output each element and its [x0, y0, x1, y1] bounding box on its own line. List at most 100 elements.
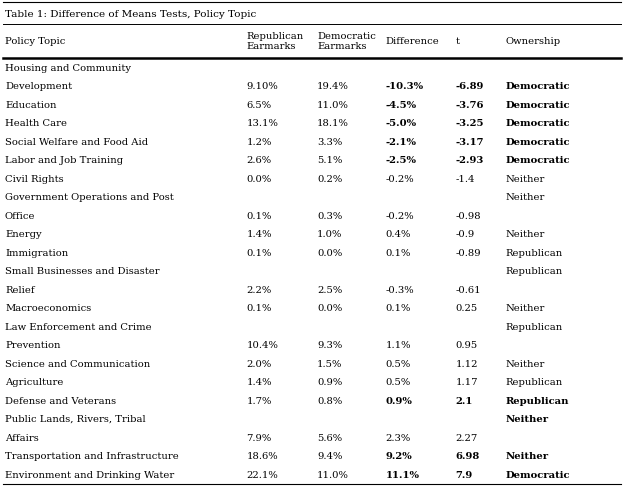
Text: 11.1%: 11.1%	[386, 470, 419, 480]
Text: 11.0%: 11.0%	[317, 470, 349, 480]
Text: Science and Communication: Science and Communication	[5, 360, 150, 368]
Text: 13.1%: 13.1%	[246, 119, 278, 128]
Text: 9.3%: 9.3%	[317, 341, 342, 350]
Text: -0.61: -0.61	[456, 286, 481, 295]
Text: Ownership: Ownership	[505, 37, 560, 46]
Text: -0.2%: -0.2%	[386, 174, 414, 184]
Text: Development: Development	[5, 82, 72, 91]
Text: -0.2%: -0.2%	[386, 211, 414, 221]
Text: -0.98: -0.98	[456, 211, 481, 221]
Text: 19.4%: 19.4%	[317, 82, 349, 91]
Text: Neither: Neither	[505, 360, 545, 368]
Text: 22.1%: 22.1%	[246, 470, 278, 480]
Text: 9.2%: 9.2%	[386, 452, 412, 461]
Text: 2.3%: 2.3%	[386, 434, 411, 443]
Text: -2.93: -2.93	[456, 156, 484, 165]
Text: 1.0%: 1.0%	[317, 230, 343, 239]
Text: 7.9%: 7.9%	[246, 434, 271, 443]
Text: 0.5%: 0.5%	[386, 378, 411, 387]
Text: -10.3%: -10.3%	[386, 82, 424, 91]
Text: 1.17: 1.17	[456, 378, 478, 387]
Text: -0.9: -0.9	[456, 230, 475, 239]
Text: Table 1: Difference of Means Tests, Policy Topic: Table 1: Difference of Means Tests, Poli…	[5, 10, 256, 19]
Text: 2.0%: 2.0%	[246, 360, 271, 368]
Text: 0.1%: 0.1%	[386, 304, 411, 313]
Text: -3.25: -3.25	[456, 119, 484, 128]
Text: Republican: Republican	[505, 323, 563, 331]
Text: 1.2%: 1.2%	[246, 138, 272, 147]
Text: t: t	[456, 37, 459, 46]
Text: 10.4%: 10.4%	[246, 341, 278, 350]
Text: 2.5%: 2.5%	[317, 286, 342, 295]
Text: 2.1: 2.1	[456, 397, 473, 405]
Text: Agriculture: Agriculture	[5, 378, 64, 387]
Text: Republican: Republican	[505, 397, 569, 405]
Text: 11.0%: 11.0%	[317, 101, 349, 109]
Text: Difference: Difference	[386, 37, 439, 46]
Text: 6.5%: 6.5%	[246, 101, 271, 109]
Text: Law Enforcement and Crime: Law Enforcement and Crime	[5, 323, 152, 331]
Text: -3.17: -3.17	[456, 138, 484, 147]
Text: Small Businesses and Disaster: Small Businesses and Disaster	[5, 267, 160, 276]
Text: 2.27: 2.27	[456, 434, 478, 443]
Text: 0.0%: 0.0%	[317, 248, 342, 258]
Text: Republican: Republican	[505, 378, 563, 387]
Text: 5.6%: 5.6%	[317, 434, 342, 443]
Text: 0.1%: 0.1%	[246, 248, 272, 258]
Text: 0.2%: 0.2%	[317, 174, 342, 184]
Text: Neither: Neither	[505, 193, 545, 202]
Text: Relief: Relief	[5, 286, 34, 295]
Text: -2.1%: -2.1%	[386, 138, 417, 147]
Text: Government Operations and Post: Government Operations and Post	[5, 193, 173, 202]
Text: -2.5%: -2.5%	[386, 156, 417, 165]
Text: Neither: Neither	[505, 304, 545, 313]
Text: -0.89: -0.89	[456, 248, 481, 258]
Text: Health Care: Health Care	[5, 119, 67, 128]
Text: 0.0%: 0.0%	[246, 174, 271, 184]
Text: 9.10%: 9.10%	[246, 82, 278, 91]
Text: Neither: Neither	[505, 452, 548, 461]
Text: Civil Rights: Civil Rights	[5, 174, 64, 184]
Text: 9.4%: 9.4%	[317, 452, 343, 461]
Text: Labor and Job Training: Labor and Job Training	[5, 156, 123, 165]
Text: Energy: Energy	[5, 230, 42, 239]
Text: 0.3%: 0.3%	[317, 211, 342, 221]
Text: 6.98: 6.98	[456, 452, 480, 461]
Text: 0.95: 0.95	[456, 341, 478, 350]
Text: -4.5%: -4.5%	[386, 101, 417, 109]
Text: 0.5%: 0.5%	[386, 360, 411, 368]
Text: Democratic: Democratic	[505, 138, 570, 147]
Text: Democratic: Democratic	[505, 470, 570, 480]
Text: 0.8%: 0.8%	[317, 397, 342, 405]
Text: Democratic
Earmarks: Democratic Earmarks	[317, 32, 376, 51]
Text: Public Lands, Rivers, Tribal: Public Lands, Rivers, Tribal	[5, 415, 145, 424]
Text: 1.1%: 1.1%	[386, 341, 411, 350]
Text: 0.0%: 0.0%	[317, 304, 342, 313]
Text: 7.9: 7.9	[456, 470, 473, 480]
Text: Republican: Republican	[505, 267, 563, 276]
Text: 2.6%: 2.6%	[246, 156, 271, 165]
Text: 18.1%: 18.1%	[317, 119, 349, 128]
Text: Prevention: Prevention	[5, 341, 61, 350]
Text: Democratic: Democratic	[505, 119, 570, 128]
Text: 1.12: 1.12	[456, 360, 478, 368]
Text: Transportation and Infrastructure: Transportation and Infrastructure	[5, 452, 178, 461]
Text: Immigration: Immigration	[5, 248, 68, 258]
Text: Republican: Republican	[505, 248, 563, 258]
Text: -3.76: -3.76	[456, 101, 484, 109]
Text: Republican
Earmarks: Republican Earmarks	[246, 32, 304, 51]
Text: 2.2%: 2.2%	[246, 286, 271, 295]
Text: 1.7%: 1.7%	[246, 397, 272, 405]
Text: 1.5%: 1.5%	[317, 360, 343, 368]
Text: Education: Education	[5, 101, 57, 109]
Text: 5.1%: 5.1%	[317, 156, 343, 165]
Text: 0.1%: 0.1%	[386, 248, 411, 258]
Text: 0.9%: 0.9%	[386, 397, 412, 405]
Text: Affairs: Affairs	[5, 434, 39, 443]
Text: Neither: Neither	[505, 415, 548, 424]
Text: Social Welfare and Food Aid: Social Welfare and Food Aid	[5, 138, 148, 147]
Text: Policy Topic: Policy Topic	[5, 37, 66, 46]
Text: 0.4%: 0.4%	[386, 230, 411, 239]
Text: 0.25: 0.25	[456, 304, 478, 313]
Text: -0.3%: -0.3%	[386, 286, 414, 295]
